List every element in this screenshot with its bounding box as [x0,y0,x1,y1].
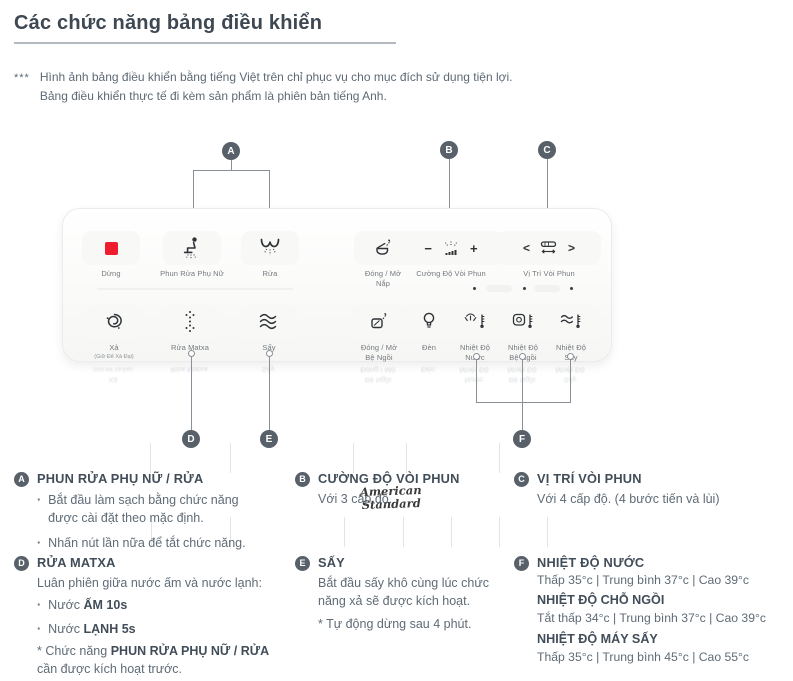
flush-swirl-icon [106,313,122,329]
callout-d-badge: D [182,430,200,448]
title-underline [14,42,396,44]
section-d-title: RỬA MATXA [37,555,116,570]
section-c: C VỊ TRÍ VÒI PHUN Với 4 cấp độ. (4 bước … [514,470,782,509]
dry-waves-icon [259,313,277,330]
note-asterisks: *** [14,72,30,84]
lid-open-close-icon [376,239,391,255]
callout-e-badge: E [260,430,278,448]
flush-button: Xả (Giữ Để Xả Đại) [75,305,153,360]
feminine-wash-icon [183,237,197,259]
plus-icon: + [470,240,478,256]
wash-icon [260,238,280,255]
spray-strength-control: − + Cường Độ Vòi Phun [395,231,507,279]
note-text: Hình ảnh bảng điều khiển bằng tiếng Việt… [39,70,513,103]
seat-temperature-icon [512,313,533,328]
massage-wash-button: Rửa Matxa [151,305,229,353]
control-panel: American Standard Dừng Phun Rửa Phụ Nữ [62,208,612,547]
section-d: D RỬA MATXA Luân phiên giữa nước ấm và n… [14,554,282,679]
callout-d-stem [191,356,192,430]
section-f: F NHIỆT ĐỘ NƯỚC Thấp 35°c | Trung bình 3… [514,554,786,668]
section-e-title: SẤY [318,555,345,570]
seat-open-close-icon [371,313,387,329]
section-b-badge: B [295,471,310,487]
disclaimer-note: *** Hình ảnh bảng điều khiển bằng tiếng … [14,68,513,105]
callout-e-stem [269,356,270,430]
section-c-title: VỊ TRÍ VÒI PHUN [537,471,642,486]
section-e: E SẤY Bắt đầu sấy khô cùng lúc chức năng… [295,554,495,633]
section-d-badge: D [14,555,29,571]
stop-button: Dừng [72,231,150,279]
section-e-badge: E [295,555,310,571]
section-a-badge: A [14,471,29,487]
callout-b-badge: B [440,141,458,159]
stop-icon [104,241,118,255]
section-a: A PHUN RỬA PHỤ NỮ / RỬA Bắt đầu làm sạch… [14,470,266,552]
section-a-title: PHUN RỬA PHỤ NỮ / RỬA [37,471,204,486]
callout-c-badge: C [538,141,556,159]
page-title: Các chức năng bảng điều khiển [14,12,323,34]
callout-c-stem [547,159,548,233]
spray-strength-icon [444,240,458,255]
callout-f-badge: F [513,430,531,448]
minus-icon: − [424,240,432,256]
nozzle-position-control: < > Vị Trí Vòi Phun [493,231,605,279]
feminine-wash-button: Phun Rửa Phụ Nữ [153,231,231,279]
section-f-badge: F [514,555,529,571]
chevron-right-icon: > [568,241,576,255]
callout-a-bar [193,170,270,171]
section-b: B CƯỜNG ĐỘ VÒI PHUN Với 3 cấp độ. [295,470,500,509]
section-c-badge: C [514,471,529,487]
nozzle-position-icon [540,241,557,254]
callout-a-stem [231,160,232,171]
chevron-left-icon: < [522,241,530,255]
seat-open-close-button: Đóng / Mở Bệ Ngồi [340,305,418,363]
callout-f-stem [522,402,523,430]
section-b-title: CƯỜNG ĐỘ VÒI PHUN [318,471,460,486]
water-temperature-icon [464,313,485,328]
callout-b-stem [449,159,450,233]
dryer-temperature-icon [560,314,581,328]
wash-button: Rửa [231,231,309,279]
callout-f-bar [476,402,571,403]
massage-dots-icon [185,311,195,332]
light-bulb-icon [423,312,435,328]
dry-button: Sấy [230,305,308,353]
callout-a-badge: A [222,142,240,160]
section-f-title: NHIỆT ĐỘ NƯỚC [537,555,645,570]
